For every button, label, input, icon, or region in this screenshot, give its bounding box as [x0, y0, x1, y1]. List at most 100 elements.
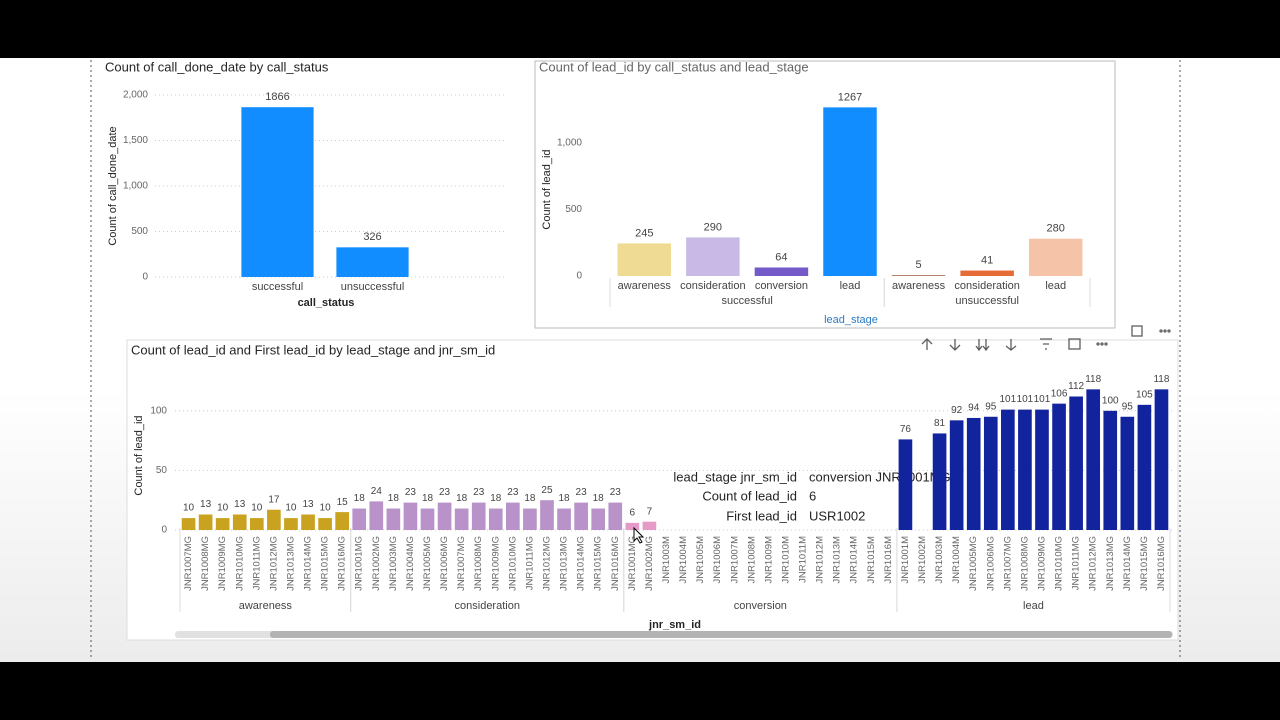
focus-icon[interactable]: [1068, 338, 1081, 350]
x-tick-label: JNR1016MG: [1156, 536, 1167, 591]
bar: [369, 501, 384, 530]
x-axis-title: call_status: [298, 297, 355, 309]
data-label: 13: [234, 499, 246, 510]
data-label: 112: [1068, 381, 1084, 392]
x-tick-label: JNR1008MG: [1019, 536, 1030, 591]
expand-icon[interactable]: [975, 339, 990, 352]
x-tick-label: JNR1004M: [951, 536, 962, 584]
x-tick-label: unsuccessful: [341, 281, 405, 293]
x-tick-label: JNR1005M: [695, 536, 706, 584]
x-tick-label: JNR1014MG: [576, 536, 587, 591]
tooltip-key: lead_stage jnr_sm_id: [673, 469, 797, 484]
bar: [1154, 389, 1169, 530]
bar: [335, 512, 349, 530]
x-tick-label: JNR1013M: [832, 536, 843, 584]
data-label: 64: [775, 251, 787, 263]
x-tick-label: JNR1008MG: [473, 536, 484, 591]
data-label: 23: [405, 487, 417, 498]
x-tick-label: JNR1009MG: [490, 536, 501, 591]
data-label: 5: [916, 259, 922, 271]
bar: [686, 237, 740, 276]
chart-title: Count of lead_id and First lead_id by le…: [131, 342, 495, 357]
x-tick-label: JNR1002MG: [644, 536, 655, 591]
data-label: 10: [251, 503, 263, 514]
chart-title: Count of call_done_date by call_status: [105, 59, 329, 74]
data-label: 23: [473, 487, 485, 498]
focus-icon[interactable]: [1131, 325, 1143, 337]
x-tick-label: JNR1011MG: [251, 536, 262, 590]
chart-title: Count of lead_id by call_status and lead…: [539, 59, 809, 74]
y-axis-title: Count of call_done_date: [107, 126, 119, 245]
bar: [1001, 409, 1015, 530]
scrollbar-thumb[interactable]: [270, 631, 1172, 638]
more-icon[interactable]: [1096, 342, 1100, 346]
bar: [574, 502, 588, 530]
data-label: 101: [1017, 394, 1034, 405]
data-label: 101: [1034, 394, 1051, 405]
bar: [1103, 410, 1118, 530]
top-band: [0, 0, 1280, 58]
data-label: 94: [968, 403, 980, 414]
bar: [608, 502, 623, 530]
x-tick-label: JNR1012MG: [1088, 536, 1099, 591]
filter-icon[interactable]: [1040, 338, 1052, 350]
bar: [1086, 389, 1101, 530]
x-tick-label: JNR1001MG: [354, 536, 365, 591]
bar: [1035, 409, 1049, 530]
x-tick-label: JNR1011M: [798, 536, 809, 583]
x-tick-label: awareness: [618, 280, 672, 292]
bar: [540, 500, 554, 530]
bar: [352, 508, 367, 530]
x-tick-label: awareness: [892, 280, 946, 292]
x-tick-label: JNR1014MG: [303, 536, 314, 591]
x-tick-label: JNR1004M: [678, 536, 689, 584]
bar: [232, 514, 247, 530]
data-label: 23: [507, 487, 519, 498]
y-tick-label: 2,000: [123, 90, 148, 101]
x-tick-label: JNR1014M: [849, 536, 860, 584]
bar: [1052, 403, 1066, 530]
tooltip: lead_stage jnr_sm_id conversion JNR1001M…: [673, 469, 950, 523]
data-label: 15: [337, 497, 349, 508]
more-icon[interactable]: [1159, 329, 1163, 333]
y-tick-label: 500: [131, 226, 148, 237]
x-tick-label: JNR1010MG: [507, 536, 518, 591]
data-label: 41: [981, 254, 993, 266]
bar: [754, 267, 809, 276]
data-label: 95: [1122, 401, 1134, 412]
group-label: successful: [721, 295, 772, 307]
data-label: 13: [200, 499, 212, 510]
data-label: 245: [635, 227, 653, 239]
bar: [181, 518, 196, 530]
data-label: 1267: [838, 91, 862, 103]
x-tick-label: JNR1011MG: [1071, 536, 1082, 590]
group-label: unsuccessful: [955, 295, 1019, 307]
data-label: 7: [647, 506, 653, 517]
x-tick-label: JNR1006MG: [985, 536, 996, 591]
drill-down-icon[interactable]: [949, 339, 961, 351]
data-label: 18: [490, 493, 502, 504]
data-label: 106: [1051, 388, 1068, 399]
x-tick-label: JNR1009MG: [1036, 536, 1047, 591]
data-label: 1866: [265, 91, 289, 103]
drill-up-icon[interactable]: [921, 338, 933, 350]
data-label: 118: [1085, 374, 1101, 385]
x-tick-label: JNR1007M: [729, 536, 740, 584]
y-tick-label: 100: [150, 405, 167, 416]
group-label: conversion: [734, 600, 787, 612]
x-tick-label: JNR1015MG: [320, 536, 331, 591]
bar: [1028, 238, 1083, 276]
x-tick-label: JNR1016MG: [337, 536, 348, 591]
data-label: 23: [576, 487, 588, 498]
data-label: 280: [1047, 223, 1065, 235]
x-tick-label: JNR1012M: [815, 536, 826, 584]
y-tick-label: 50: [156, 465, 168, 476]
bar: [420, 508, 435, 530]
bar: [960, 270, 1014, 276]
y-tick-label: 0: [142, 272, 148, 283]
bar: [983, 416, 998, 530]
bar: [198, 514, 213, 530]
expand-all-icon[interactable]: [1005, 339, 1017, 351]
x-tick-label: conversion: [755, 280, 808, 292]
bar: [284, 518, 298, 530]
